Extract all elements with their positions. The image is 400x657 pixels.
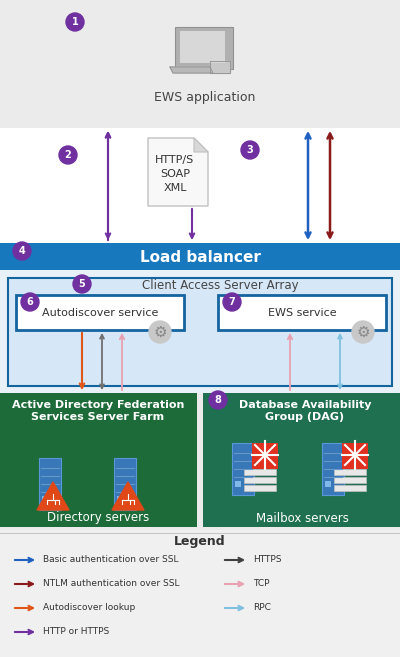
- FancyBboxPatch shape: [42, 496, 48, 502]
- FancyBboxPatch shape: [325, 481, 331, 487]
- FancyBboxPatch shape: [16, 295, 184, 330]
- Text: NTLM authentication over SSL: NTLM authentication over SSL: [43, 579, 180, 589]
- FancyBboxPatch shape: [334, 477, 366, 483]
- Circle shape: [59, 146, 77, 164]
- Text: 5: 5: [79, 279, 85, 289]
- Polygon shape: [194, 138, 208, 152]
- FancyBboxPatch shape: [0, 530, 400, 657]
- Polygon shape: [112, 482, 144, 510]
- Polygon shape: [210, 61, 230, 73]
- Circle shape: [209, 391, 227, 409]
- FancyBboxPatch shape: [114, 458, 136, 510]
- Text: HTTPS: HTTPS: [253, 556, 282, 564]
- FancyBboxPatch shape: [0, 0, 400, 128]
- Text: Load balancer: Load balancer: [140, 250, 260, 265]
- Circle shape: [223, 293, 241, 311]
- FancyBboxPatch shape: [180, 31, 225, 63]
- FancyBboxPatch shape: [0, 270, 400, 393]
- Text: 2: 2: [65, 150, 71, 160]
- Text: Autodiscover service: Autodiscover service: [42, 308, 158, 318]
- Text: EWS service: EWS service: [268, 308, 336, 318]
- Polygon shape: [37, 482, 69, 510]
- Circle shape: [13, 242, 31, 260]
- FancyBboxPatch shape: [244, 477, 276, 483]
- Circle shape: [66, 13, 84, 31]
- Text: 7: 7: [229, 297, 235, 307]
- Text: Active Directory Federation: Active Directory Federation: [12, 400, 184, 410]
- FancyBboxPatch shape: [218, 295, 386, 330]
- Text: Client Access Server Array: Client Access Server Array: [142, 279, 298, 292]
- FancyBboxPatch shape: [235, 481, 241, 487]
- Text: EWS application: EWS application: [154, 91, 256, 104]
- Circle shape: [352, 321, 374, 343]
- Text: HTTP/S
SOAP
XML: HTTP/S SOAP XML: [155, 155, 195, 193]
- Text: Group (DAG): Group (DAG): [266, 412, 344, 422]
- Text: Database Availability: Database Availability: [239, 400, 371, 410]
- Text: Basic authentication over SSL: Basic authentication over SSL: [43, 556, 178, 564]
- Text: Services Server Farm: Services Server Farm: [32, 412, 164, 422]
- Text: HTTP or HTTPS: HTTP or HTTPS: [43, 627, 109, 637]
- FancyBboxPatch shape: [39, 458, 61, 510]
- FancyBboxPatch shape: [342, 443, 368, 469]
- Polygon shape: [148, 138, 208, 206]
- Text: 1: 1: [72, 17, 78, 27]
- Text: 6: 6: [27, 297, 33, 307]
- FancyBboxPatch shape: [244, 485, 276, 491]
- Circle shape: [241, 141, 259, 159]
- Circle shape: [21, 293, 39, 311]
- Text: 8: 8: [214, 395, 222, 405]
- Text: 3: 3: [247, 145, 253, 155]
- Text: Autodiscover lookup: Autodiscover lookup: [43, 604, 135, 612]
- FancyBboxPatch shape: [252, 443, 278, 469]
- Text: 4: 4: [19, 246, 25, 256]
- Text: TCP: TCP: [253, 579, 270, 589]
- FancyBboxPatch shape: [117, 496, 123, 502]
- FancyBboxPatch shape: [8, 278, 392, 386]
- Text: Directory servers: Directory servers: [47, 512, 149, 524]
- Text: ⚙: ⚙: [356, 325, 370, 340]
- Text: Legend: Legend: [174, 535, 226, 549]
- Polygon shape: [170, 67, 213, 73]
- Circle shape: [149, 321, 171, 343]
- Text: ⚙: ⚙: [153, 325, 167, 340]
- Text: Mailbox servers: Mailbox servers: [256, 512, 348, 524]
- FancyBboxPatch shape: [175, 27, 233, 69]
- FancyBboxPatch shape: [0, 128, 400, 243]
- FancyBboxPatch shape: [322, 443, 344, 495]
- Circle shape: [73, 275, 91, 293]
- FancyBboxPatch shape: [232, 443, 254, 495]
- FancyBboxPatch shape: [334, 469, 366, 475]
- Text: RPC: RPC: [253, 604, 271, 612]
- FancyBboxPatch shape: [0, 393, 197, 527]
- FancyBboxPatch shape: [334, 485, 366, 491]
- FancyBboxPatch shape: [244, 469, 276, 475]
- FancyBboxPatch shape: [203, 393, 400, 527]
- FancyBboxPatch shape: [0, 243, 400, 270]
